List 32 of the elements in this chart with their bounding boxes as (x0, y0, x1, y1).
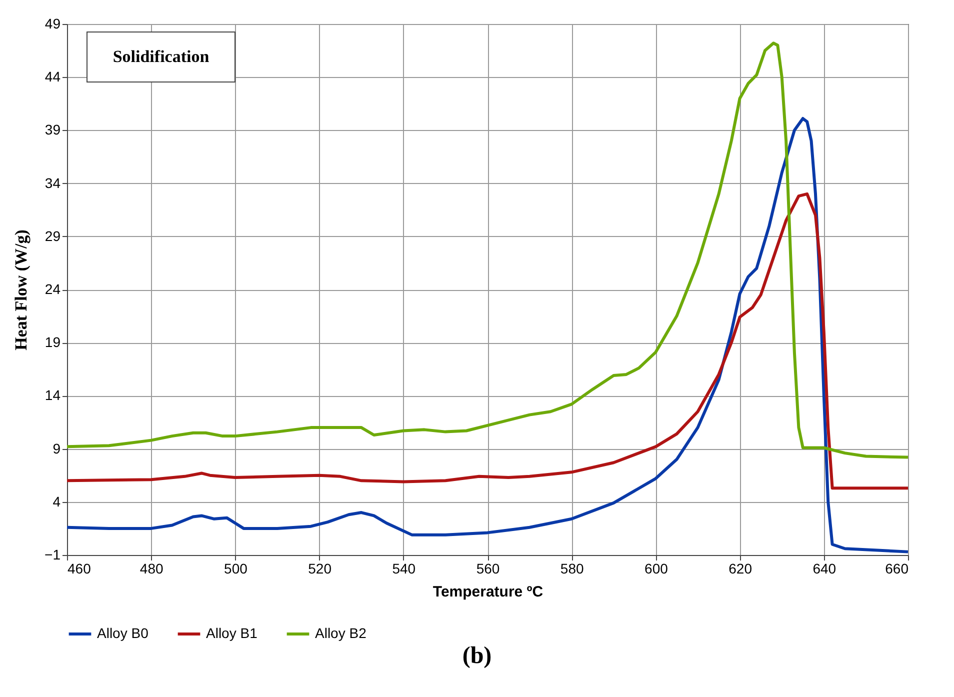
y-tick-label: 39 (44, 122, 61, 138)
y-tick-label: 4 (52, 493, 61, 510)
annotation: Solidification (112, 47, 210, 66)
y-tick-label: −1 (44, 546, 61, 562)
x-tick-label: 520 (308, 560, 332, 576)
x-tick-label: 560 (476, 560, 500, 576)
x-tick-label: 600 (644, 560, 668, 576)
x-tick-label: 480 (140, 560, 164, 576)
x-tick-label: 660 (885, 560, 909, 576)
y-tick-label: 49 (44, 16, 61, 32)
x-axis-title: Temperature ºC (432, 584, 544, 600)
y-tick-label: 14 (44, 387, 61, 404)
x-tick-label: 620 (728, 560, 752, 576)
y-tick-label: 29 (44, 228, 61, 244)
y-axis-title: Heat Flow (W/g) (12, 230, 31, 350)
x-tick-label: 460 (68, 560, 92, 576)
legend-label: Alloy B2 (315, 625, 367, 641)
legend-label: Alloy B0 (97, 625, 149, 641)
y-tick-label: 19 (44, 334, 61, 350)
legend-label: Alloy B1 (206, 625, 258, 641)
y-tick-label: 24 (44, 281, 61, 297)
x-tick-label: 640 (812, 560, 836, 576)
y-tick-label: 34 (44, 174, 61, 191)
y-tick-label: 9 (52, 440, 61, 456)
x-tick-label: 500 (224, 560, 248, 576)
text: (b) (461, 643, 493, 670)
x-tick-label: 540 (392, 560, 416, 576)
line-series (66, 42, 910, 459)
y-tick-label: 44 (44, 68, 61, 85)
x-tick-label: 580 (560, 560, 584, 576)
line-series (66, 117, 910, 554)
line-series (66, 192, 910, 490)
